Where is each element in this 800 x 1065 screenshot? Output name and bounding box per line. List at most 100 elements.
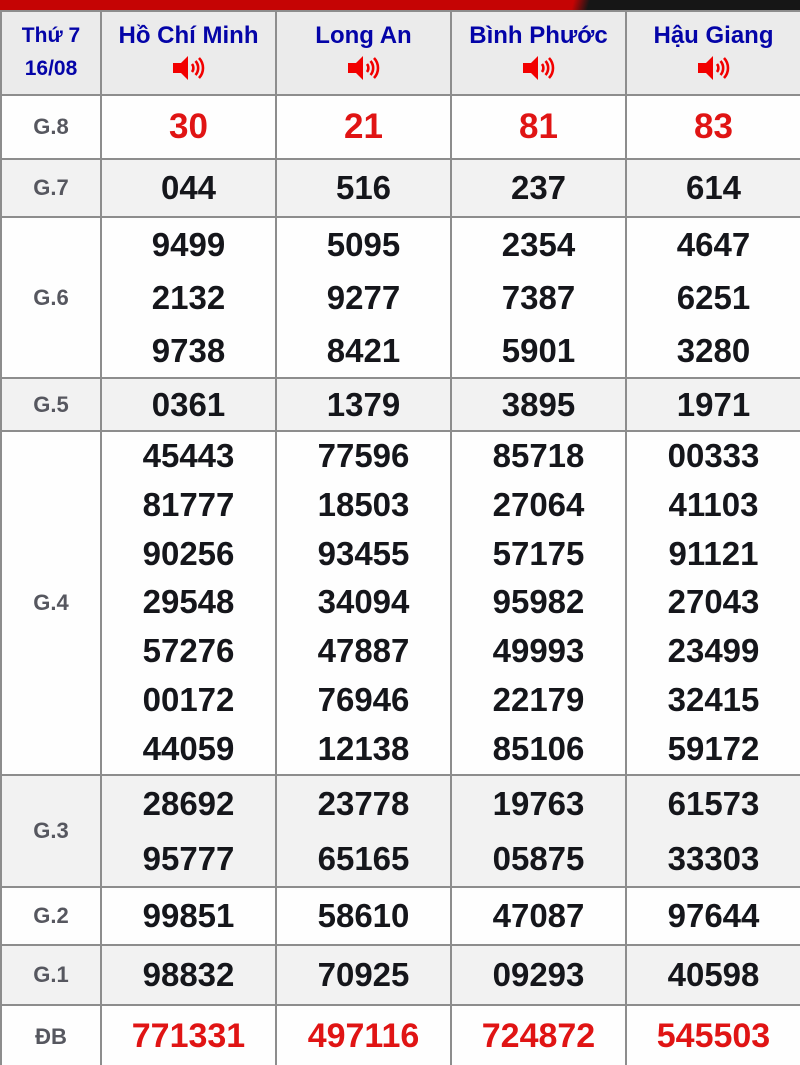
top-progress-bar <box>0 0 800 10</box>
province-name: Hậu Giang <box>653 21 774 49</box>
prize-number: 32415 <box>667 680 760 718</box>
prize-number: 44059 <box>142 729 235 767</box>
prize-number: 12138 <box>317 729 410 767</box>
prize-row-g6: G.6 9499 2132 9738 5095 9277 8421 2354 7… <box>0 216 800 379</box>
prize-number: 41103 <box>668 485 759 523</box>
prize-number: 93455 <box>317 534 410 572</box>
speaker-icon[interactable] <box>344 53 384 83</box>
prize-number: 76946 <box>317 680 410 718</box>
prize-number: 6251 <box>676 279 751 316</box>
prize-number: 57276 <box>142 632 235 670</box>
prize-number: 2132 <box>151 279 226 316</box>
prize-row-g1: G.1 98832 70925 09293 40598 <box>0 943 800 1006</box>
prize-number: 45443 <box>142 437 235 474</box>
prize-row-g3: G.3 28692 95777 23778 65165 19763 05875 … <box>0 773 800 888</box>
prize-number: 19763 <box>492 784 585 822</box>
prize-label: G.7 <box>0 158 102 218</box>
prize-cell: 45443 81777 90256 29548 57276 00172 4405… <box>100 430 277 776</box>
prize-number: 27064 <box>492 485 585 523</box>
prize-cell: 516 <box>275 158 452 218</box>
column-header-hau-giang: Hậu Giang <box>625 10 800 96</box>
prize-number: 30 <box>169 106 208 146</box>
prize-number: 237 <box>510 169 567 207</box>
prize-cell: 5095 9277 8421 <box>275 216 452 379</box>
prize-number: 59172 <box>667 729 760 767</box>
column-header-ho-chi-minh: Hồ Chí Minh <box>100 10 277 96</box>
speaker-icon[interactable] <box>169 53 209 83</box>
prize-label: G.1 <box>0 943 102 1006</box>
prize-number: 1379 <box>326 385 401 423</box>
prize-number: 85718 <box>492 437 585 474</box>
prize-label: G.2 <box>0 885 102 946</box>
prize-row-g5: G.5 0361 1379 3895 1971 <box>0 377 800 432</box>
prize-number: 77596 <box>317 437 410 474</box>
prize-cell: 9499 2132 9738 <box>100 216 277 379</box>
province-name: Long An <box>315 21 412 49</box>
prize-number: 9738 <box>151 332 226 369</box>
prize-cell: 77596 18503 93455 34094 47887 76946 1213… <box>275 430 452 776</box>
prize-cell: 724872 <box>450 1003 627 1065</box>
header-row: Thứ 7 16/08 Hồ Chí Minh Long A <box>0 10 800 96</box>
prize-number: 29548 <box>142 583 235 621</box>
prize-cell: 61573 33303 <box>625 773 800 888</box>
prize-cell: 81 <box>450 94 627 160</box>
prize-number: 70925 <box>317 955 410 993</box>
prize-cell: 00333 41103 91121 27043 23499 32415 5917… <box>625 430 800 776</box>
prize-number: 61573 <box>667 784 760 822</box>
prize-number: 47887 <box>317 632 410 670</box>
prize-number: 91121 <box>668 534 759 572</box>
prize-number: 05875 <box>492 839 585 877</box>
prize-label: G.5 <box>0 377 102 432</box>
prize-cell: 70925 <box>275 943 452 1006</box>
prize-cell: 99851 <box>100 885 277 946</box>
prize-cell: 85718 27064 57175 95982 49993 22179 8510… <box>450 430 627 776</box>
prize-number: 8421 <box>326 332 401 369</box>
prize-cell: 09293 <box>450 943 627 1006</box>
column-header-binh-phuoc: Bình Phước <box>450 10 627 96</box>
prize-cell: 4647 6251 3280 <box>625 216 800 379</box>
prize-number: 27043 <box>667 583 760 621</box>
prize-label: G.4 <box>0 430 102 776</box>
prize-number: 83 <box>694 106 733 146</box>
prize-number: 34094 <box>317 583 410 621</box>
prize-number: 57175 <box>492 534 585 572</box>
prize-number: 98832 <box>142 955 235 993</box>
prize-number: 614 <box>685 169 742 207</box>
prize-cell: 1379 <box>275 377 452 432</box>
prize-row-db: ĐB 771331 497116 724872 545503 <box>0 1003 800 1065</box>
prize-number: 47087 <box>492 896 585 934</box>
prize-cell: 28692 95777 <box>100 773 277 888</box>
prize-cell: 1971 <box>625 377 800 432</box>
prize-number: 9277 <box>326 279 401 316</box>
prize-cell: 97644 <box>625 885 800 946</box>
weekday-label: Thứ 7 <box>21 24 81 48</box>
prize-number: 49993 <box>492 632 585 670</box>
prize-cell: 83 <box>625 94 800 160</box>
prize-number: 95982 <box>492 583 585 621</box>
prize-label: G.8 <box>0 94 102 160</box>
speaker-icon[interactable] <box>519 53 559 83</box>
prize-number: 00333 <box>667 437 760 474</box>
prize-label: G.3 <box>0 773 102 888</box>
prize-number: 95777 <box>142 839 235 877</box>
prize-number: 7387 <box>501 279 576 316</box>
prize-number: 81 <box>519 106 558 146</box>
prize-number: 18503 <box>317 485 410 523</box>
prize-number: 65165 <box>317 839 410 877</box>
prize-cell: 2354 7387 5901 <box>450 216 627 379</box>
date-label: 16/08 <box>24 57 78 80</box>
prize-number: 90256 <box>142 534 235 572</box>
prize-row-g7: G.7 044 516 237 614 <box>0 158 800 218</box>
column-header-long-an: Long An <box>275 10 452 96</box>
prize-cell: 044 <box>100 158 277 218</box>
prize-number: 00172 <box>142 680 235 718</box>
prize-number: 724872 <box>481 1016 596 1055</box>
prize-cell: 98832 <box>100 943 277 1006</box>
prize-number: 497116 <box>307 1016 420 1055</box>
speaker-icon[interactable] <box>694 53 734 83</box>
prize-cell: 497116 <box>275 1003 452 1065</box>
prize-number: 2354 <box>501 226 576 263</box>
prize-number: 23499 <box>667 632 760 670</box>
prize-number: 771331 <box>131 1016 246 1055</box>
province-name: Hồ Chí Minh <box>118 21 259 49</box>
